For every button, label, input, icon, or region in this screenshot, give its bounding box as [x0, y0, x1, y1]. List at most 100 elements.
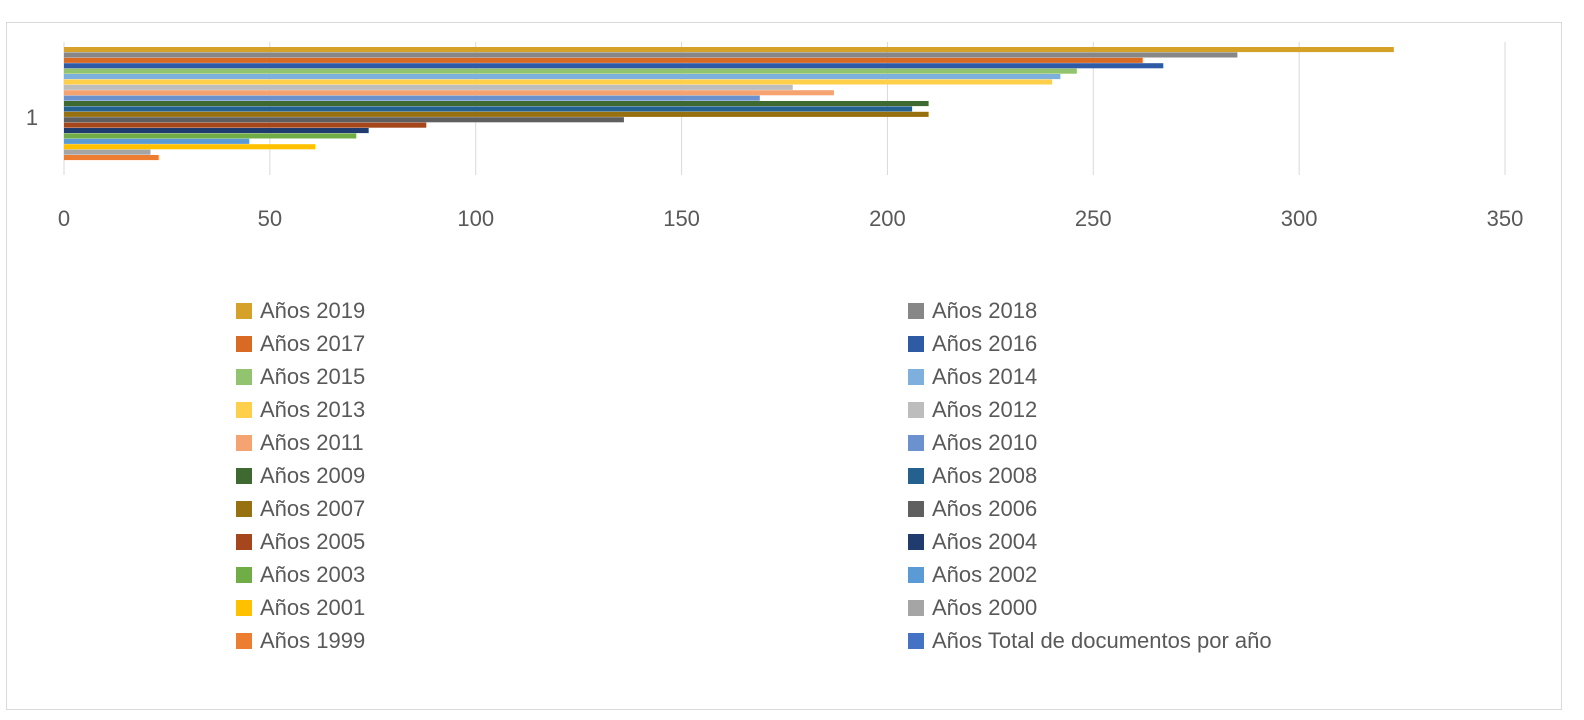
- legend: Años 2019 Años 2018 Años 2017 Años 2016 Años…: [236, 294, 1536, 657]
- legend-item: Años 2019: [236, 294, 908, 327]
- legend-item: Años 2016: [908, 327, 1536, 360]
- x-tick-label: 250: [1075, 206, 1112, 231]
- bar-a-os-2005: [64, 122, 427, 128]
- x-tick-label: 350: [1487, 206, 1524, 231]
- x-tick-label: 50: [258, 206, 282, 231]
- bar-a-os-2004: [64, 128, 369, 134]
- legend-swatch: [236, 500, 252, 517]
- category-label: 1: [26, 105, 38, 130]
- x-tick-label: 0: [58, 206, 70, 231]
- legend-swatch: [236, 632, 252, 649]
- legend-label: Años 2019: [260, 297, 366, 323]
- legend-label: Años 2018: [932, 297, 1038, 323]
- legend-item: Años 2015: [236, 360, 908, 393]
- legend-swatch: [908, 302, 924, 319]
- legend-swatch: [236, 467, 252, 484]
- legend-item: Años 2004: [908, 525, 1536, 558]
- legend-label: Años 2000: [932, 594, 1038, 620]
- legend-item: Años 2001: [236, 591, 908, 624]
- legend-swatch: [908, 500, 924, 517]
- bar-a-os-2011: [64, 90, 834, 96]
- legend-item: Años 2009: [236, 459, 908, 492]
- legend-swatch: [236, 335, 252, 352]
- x-tick-label: 150: [663, 206, 700, 231]
- legend-label: Años 2012: [932, 396, 1038, 422]
- legend-item: Años 2018: [908, 294, 1536, 327]
- bar-a-os-2008: [64, 106, 913, 112]
- legend-label: Años 2001: [260, 594, 366, 620]
- legend-label: Años 2010: [932, 429, 1038, 455]
- legend-swatch: [908, 401, 924, 418]
- legend-swatch: [236, 368, 252, 385]
- legend-item: Años 2014: [908, 360, 1536, 393]
- legend-label: Años 2004: [932, 528, 1038, 554]
- legend-item: Años 2017: [236, 327, 908, 360]
- bar-a-os-2019: [64, 47, 1394, 53]
- legend-swatch: [908, 566, 924, 583]
- legend-label: Años 2011: [260, 429, 364, 455]
- legend-swatch: [908, 335, 924, 352]
- legend-label: Años 2005: [260, 528, 366, 554]
- bar-a-os-2013: [64, 79, 1053, 85]
- legend-label: Años 1999: [260, 627, 366, 653]
- legend-item: Años 2003: [236, 558, 908, 591]
- bar-a-os-1999: [64, 155, 159, 161]
- x-tick-label: 300: [1281, 206, 1318, 231]
- bar-a-os-2016: [64, 63, 1164, 69]
- bar-a-os-2017: [64, 57, 1143, 63]
- legend-item: Años 1999: [236, 624, 908, 657]
- bars: [64, 47, 1394, 161]
- legend-item: Años 2000: [908, 591, 1536, 624]
- legend-swatch: [236, 533, 252, 550]
- legend-item: Años 2013: [236, 393, 908, 426]
- legend-item: Años 2008: [908, 459, 1536, 492]
- bar-a-os-2001: [64, 144, 316, 150]
- legend-item: Años Total de documentos por año: [908, 624, 1536, 657]
- legend-label: Años Total de documentos por año: [932, 627, 1272, 653]
- legend-swatch: [908, 533, 924, 550]
- legend-item: Años 2007: [236, 492, 908, 525]
- bar-a-os-2003: [64, 133, 357, 139]
- legend-label: Años 2003: [260, 561, 366, 587]
- bar-a-os-2012: [64, 84, 793, 90]
- legend-swatch: [908, 467, 924, 484]
- bar-a-os-2014: [64, 74, 1061, 80]
- legend-label: Años 2017: [260, 330, 366, 356]
- legend-item: Años 2002: [908, 558, 1536, 591]
- x-tick-label: 200: [869, 206, 906, 231]
- legend-label: Años 2013: [260, 396, 366, 422]
- legend-label: Años 2007: [260, 495, 366, 521]
- legend-label: Años 2002: [932, 561, 1038, 587]
- x-tick-labels: 0 50 100 150 200 250 300 350: [58, 206, 1523, 231]
- legend-item: Años 2006: [908, 492, 1536, 525]
- legend-swatch: [908, 599, 924, 616]
- legend-label: Años 2009: [260, 462, 366, 488]
- bar-a-os-2009: [64, 101, 929, 107]
- legend-item: Años 2010: [908, 426, 1536, 459]
- bar-a-os-2015: [64, 68, 1077, 74]
- bar-a-os-2002: [64, 138, 250, 144]
- legend-label: Años 2014: [932, 363, 1038, 389]
- bar-a-os-2006: [64, 117, 624, 123]
- legend-swatch: [236, 434, 252, 451]
- bar-chart: 0 50 100 150 200 250 300 350 1: [26, 42, 1523, 231]
- legend-label: Años 2006: [932, 495, 1038, 521]
- legend-item: Años 2012: [908, 393, 1536, 426]
- legend-item: Años 2011: [236, 426, 908, 459]
- legend-swatch: [236, 599, 252, 616]
- legend-swatch: [236, 401, 252, 418]
- legend-label: Años 2016: [932, 330, 1038, 356]
- bar-a-os-2000: [64, 149, 151, 155]
- legend-label: Años 2008: [932, 462, 1038, 488]
- legend-swatch: [236, 566, 252, 583]
- bar-a-os-2018: [64, 52, 1238, 58]
- legend-swatch: [908, 368, 924, 385]
- legend-swatch: [908, 632, 924, 649]
- x-tick-label: 100: [457, 206, 494, 231]
- bar-a-os-2010: [64, 95, 760, 101]
- legend-item: Años 2005: [236, 525, 908, 558]
- legend-swatch: [236, 302, 252, 319]
- legend-swatch: [908, 434, 924, 451]
- legend-label: Años 2015: [260, 363, 366, 389]
- bar-a-os-2007: [64, 111, 929, 117]
